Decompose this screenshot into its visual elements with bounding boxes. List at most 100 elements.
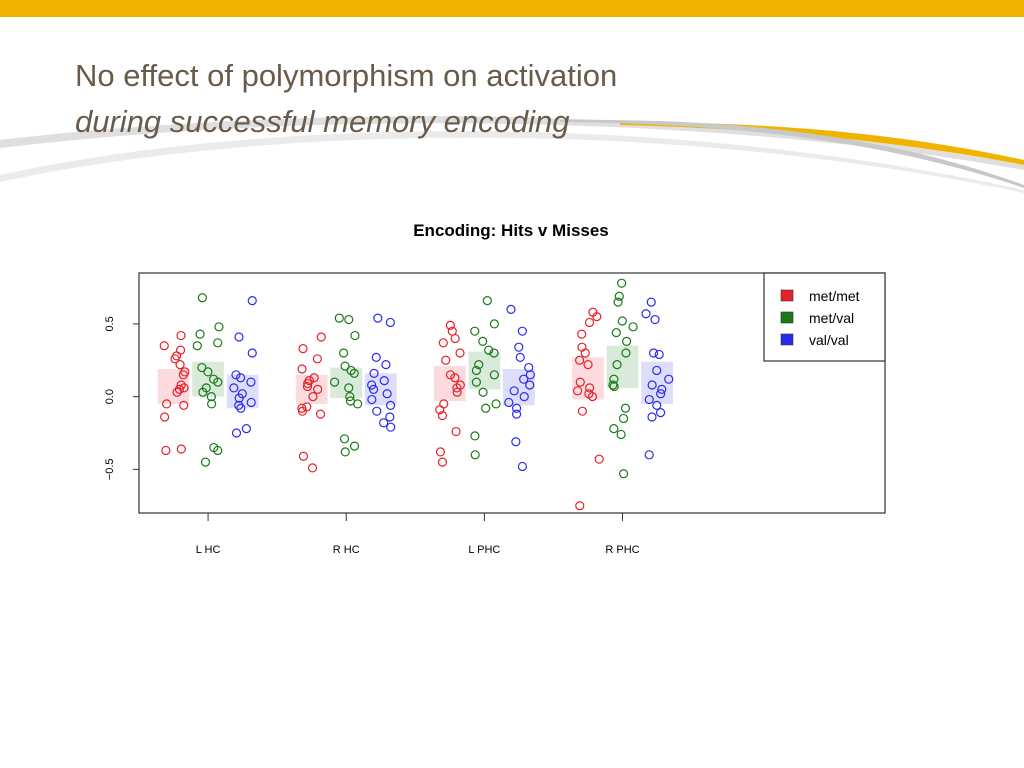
data-point <box>385 412 395 422</box>
x-tick-label: R PHC <box>605 544 639 556</box>
data-point <box>195 329 205 339</box>
data-point <box>176 330 186 341</box>
data-point <box>504 397 514 408</box>
data-point <box>231 428 242 438</box>
data-point <box>162 399 172 409</box>
data-point <box>303 378 313 389</box>
data-point <box>484 345 494 355</box>
decorative-swoosh <box>0 116 1024 193</box>
data-point <box>231 370 241 380</box>
data-point <box>385 317 395 328</box>
chart-title: Encoding: Hits v Misses <box>413 221 609 240</box>
data-point <box>386 422 396 432</box>
y-axis: −0.5 0.0 0.5 <box>104 316 140 480</box>
data-point <box>470 431 480 441</box>
data-point <box>650 314 660 325</box>
data-point <box>654 349 664 360</box>
slide-title: No effect of polymorphism on activation <box>75 58 618 93</box>
legend-label: met/val <box>809 310 854 326</box>
x-axis: L HC R HC L PHC R PHC <box>196 512 640 556</box>
data-point <box>160 412 170 422</box>
data-point <box>618 413 629 424</box>
data-point <box>308 392 318 402</box>
data-point <box>309 373 319 383</box>
data-point <box>646 297 656 307</box>
data-point <box>574 355 585 365</box>
data-point <box>339 348 349 358</box>
data-point <box>316 332 326 342</box>
data-point <box>622 336 632 346</box>
data-point <box>175 345 186 355</box>
data-point <box>435 447 446 457</box>
data-point <box>213 338 223 348</box>
data-point <box>609 424 619 434</box>
data-point <box>344 383 354 393</box>
data-point <box>379 418 389 428</box>
data-point <box>297 406 308 416</box>
data-point <box>315 409 326 419</box>
x-tick-label: L PHC <box>468 544 500 556</box>
data-point <box>176 444 186 454</box>
legend-label: met/met <box>809 288 860 304</box>
data-point <box>585 383 595 393</box>
data-point <box>519 392 529 402</box>
data-point <box>451 426 461 437</box>
data-point <box>619 469 629 479</box>
data-point <box>161 445 171 456</box>
data-point <box>489 370 499 380</box>
data-point <box>511 409 522 419</box>
range-box <box>330 367 363 399</box>
data-point <box>455 348 465 358</box>
range-box <box>572 357 604 400</box>
data-point <box>517 461 528 472</box>
legend-label: val/val <box>809 332 849 348</box>
data-point <box>175 360 185 370</box>
data-point <box>382 389 392 399</box>
data-point <box>170 354 180 364</box>
data-point <box>509 386 519 396</box>
data-point <box>437 457 448 467</box>
data-point <box>609 381 619 392</box>
data-point <box>372 406 382 416</box>
legend-swatch <box>780 311 794 324</box>
data-point <box>644 450 654 460</box>
x-tick-label: R HC <box>333 544 360 556</box>
range-box <box>295 374 328 404</box>
data-point <box>178 370 188 380</box>
data-point <box>471 365 482 376</box>
data-point <box>489 348 499 358</box>
data-point <box>613 297 623 307</box>
data-point <box>652 365 662 376</box>
data-point <box>481 403 491 413</box>
data-point <box>329 377 340 387</box>
data-point <box>172 387 182 397</box>
data-point <box>450 333 460 344</box>
data-point <box>203 367 213 377</box>
data-point <box>234 400 244 410</box>
data-point <box>159 341 169 351</box>
data-point <box>647 380 657 390</box>
data-point <box>235 373 246 383</box>
data-point <box>381 360 391 370</box>
data-point <box>657 384 667 394</box>
data-point <box>236 403 246 413</box>
x-tick-label: L HC <box>196 544 221 556</box>
y-tick-label: 0.5 <box>104 316 116 331</box>
data-point <box>353 399 363 409</box>
data-point <box>197 293 207 303</box>
data-point <box>213 445 223 456</box>
data-point <box>334 313 344 323</box>
data-point <box>478 336 488 346</box>
data-point <box>577 406 588 416</box>
data-point <box>246 397 256 408</box>
data-point <box>379 376 389 386</box>
data-point <box>452 383 462 393</box>
data-point <box>367 394 377 405</box>
data-point <box>298 344 308 354</box>
data-point <box>580 348 590 358</box>
data-point <box>179 383 189 393</box>
data-point <box>452 387 462 397</box>
data-point <box>511 403 522 413</box>
data-point <box>229 383 239 393</box>
